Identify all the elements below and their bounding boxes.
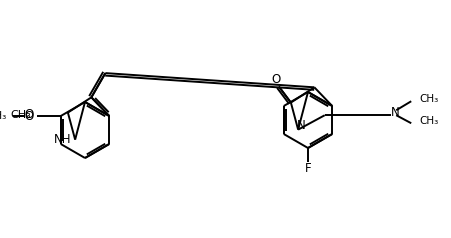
- Text: O: O: [24, 109, 33, 123]
- Text: CH₃: CH₃: [11, 110, 32, 120]
- Text: N: N: [296, 119, 305, 132]
- Text: O: O: [271, 73, 280, 86]
- Text: CH₃: CH₃: [0, 111, 7, 121]
- Text: O: O: [24, 109, 33, 122]
- Text: F: F: [304, 162, 311, 174]
- Text: CH₃: CH₃: [419, 116, 437, 126]
- Text: N: N: [390, 106, 399, 119]
- Text: NH: NH: [54, 133, 71, 146]
- Text: CH₃: CH₃: [419, 94, 437, 104]
